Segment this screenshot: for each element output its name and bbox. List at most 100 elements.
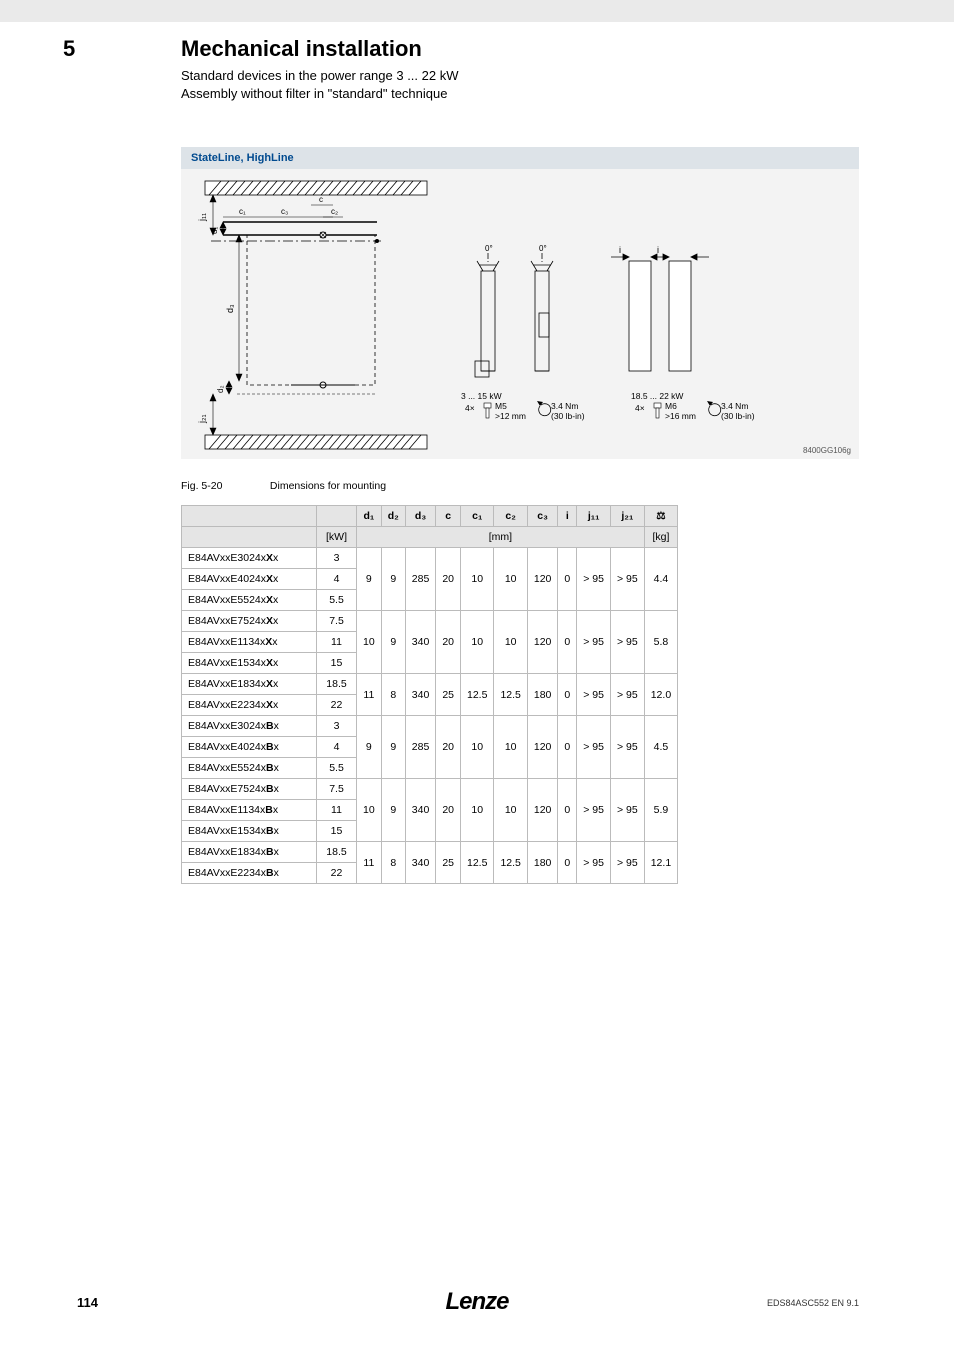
svg-text:3 ... 15 kW: 3 ... 15 kW xyxy=(461,391,502,401)
model-cell: E84AVxxE7524xBx xyxy=(182,779,317,800)
kw-cell: 4 xyxy=(317,569,357,590)
model-cell: E84AVxxE7524xXx xyxy=(182,611,317,632)
figure-caption-text: Dimensions for mounting xyxy=(270,480,386,492)
value-cell: > 95 xyxy=(610,611,644,674)
value-cell: 8 xyxy=(381,842,405,884)
col-header: d₁ xyxy=(357,506,382,527)
col-header: c xyxy=(436,506,461,527)
model-cell: E84AVxxE3024xBx xyxy=(182,716,317,737)
value-cell: 12.5 xyxy=(494,842,527,884)
value-cell: 9 xyxy=(381,611,405,674)
value-cell: 120 xyxy=(527,611,558,674)
diagram-container: StateLine, HighLine xyxy=(181,147,859,459)
value-cell: > 95 xyxy=(577,548,611,611)
col-header: c₁ xyxy=(461,506,494,527)
value-cell: 10 xyxy=(494,779,527,842)
svg-text:3.4 Nm: 3.4 Nm xyxy=(721,401,748,411)
model-cell: E84AVxxE5524xBx xyxy=(182,758,317,779)
value-cell: 20 xyxy=(436,716,461,779)
svg-text:d₂: d₂ xyxy=(216,385,225,393)
svg-text:i: i xyxy=(657,245,659,255)
kw-cell: 4 xyxy=(317,737,357,758)
value-cell: > 95 xyxy=(577,611,611,674)
col-header: ⚖ xyxy=(644,506,677,527)
model-cell: E84AVxxE1534xXx xyxy=(182,653,317,674)
model-cell: E84AVxxE4024xBx xyxy=(182,737,317,758)
svg-text:d₃: d₃ xyxy=(225,304,235,313)
kw-cell: 5.5 xyxy=(317,590,357,611)
value-cell: 4.4 xyxy=(644,548,677,611)
value-cell: 180 xyxy=(527,842,558,884)
kw-cell: 3 xyxy=(317,548,357,569)
svg-text:>12 mm: >12 mm xyxy=(495,411,526,421)
value-cell: 5.8 xyxy=(644,611,677,674)
col-header: j₁₁ xyxy=(577,506,611,527)
kw-cell: 7.5 xyxy=(317,611,357,632)
value-cell: 9 xyxy=(357,548,382,611)
kw-cell: 15 xyxy=(317,821,357,842)
svg-text:(30 lb-in): (30 lb-in) xyxy=(551,411,585,421)
col-header: j₂₁ xyxy=(610,506,644,527)
model-cell: E84AVxxE1134xBx xyxy=(182,800,317,821)
model-cell: E84AVxxE2234xBx xyxy=(182,863,317,884)
value-cell: 10 xyxy=(461,548,494,611)
svg-text:i: i xyxy=(619,245,621,255)
col-header: d₂ xyxy=(381,506,405,527)
svg-text:3.4 Nm: 3.4 Nm xyxy=(551,401,578,411)
subtitle-line-2: Assembly without filter in "standard" te… xyxy=(181,86,447,101)
kw-cell: 3 xyxy=(317,716,357,737)
value-cell: 12.1 xyxy=(644,842,677,884)
svg-text:4×: 4× xyxy=(465,403,475,413)
value-cell: 11 xyxy=(357,674,382,716)
mounting-drawing-left: j₁₁ j₂₁ d₁ d₂ xyxy=(191,179,441,451)
kw-cell: 11 xyxy=(317,632,357,653)
svg-text:c₂: c₂ xyxy=(331,207,338,216)
subtitle-line-1: Standard devices in the power range 3 ..… xyxy=(181,68,459,83)
col-header: c₃ xyxy=(527,506,558,527)
value-cell: 340 xyxy=(405,674,436,716)
value-cell: > 95 xyxy=(577,674,611,716)
value-cell: 11 xyxy=(357,842,382,884)
model-cell: E84AVxxE1834xXx xyxy=(182,674,317,695)
value-cell: 12.5 xyxy=(461,674,494,716)
value-cell: 9 xyxy=(381,548,405,611)
value-cell: 10 xyxy=(357,611,382,674)
value-cell: > 95 xyxy=(610,716,644,779)
value-cell: 5.9 xyxy=(644,779,677,842)
figure-caption: Fig. 5-20 Dimensions for mounting xyxy=(181,480,386,492)
brand-logo: Lenze xyxy=(445,1288,508,1316)
value-cell: 285 xyxy=(405,548,436,611)
value-cell: 10 xyxy=(461,611,494,674)
model-cell: E84AVxxE2234xXx xyxy=(182,695,317,716)
value-cell: 20 xyxy=(436,611,461,674)
col-header xyxy=(317,506,357,527)
col-header: c₂ xyxy=(494,506,527,527)
model-cell: E84AVxxE3024xXx xyxy=(182,548,317,569)
value-cell: 0 xyxy=(558,674,577,716)
value-cell: 10 xyxy=(494,611,527,674)
svg-text:M6: M6 xyxy=(665,401,677,411)
value-cell: 10 xyxy=(461,716,494,779)
value-cell: > 95 xyxy=(610,842,644,884)
svg-text:j₁₁: j₁₁ xyxy=(197,213,207,222)
col-header xyxy=(182,506,317,527)
svg-text:c₃: c₃ xyxy=(281,207,288,216)
value-cell: 0 xyxy=(558,611,577,674)
kw-cell: 7.5 xyxy=(317,779,357,800)
value-cell: > 95 xyxy=(577,716,611,779)
svg-text:d₁: d₁ xyxy=(210,227,219,234)
svg-text:>16 mm: >16 mm xyxy=(665,411,696,421)
table-row: E84AVxxE1834xBx18.51183402512.512.51800>… xyxy=(182,842,678,863)
kw-cell: 18.5 xyxy=(317,674,357,695)
svg-text:M5: M5 xyxy=(495,401,507,411)
value-cell: > 95 xyxy=(577,842,611,884)
document-reference: EDS84ASC552 EN 9.1 xyxy=(767,1298,859,1308)
value-cell: 20 xyxy=(436,779,461,842)
value-cell: > 95 xyxy=(610,674,644,716)
value-cell: 340 xyxy=(405,611,436,674)
unit-cell: [mm] xyxy=(357,527,645,548)
model-cell: E84AVxxE4024xXx xyxy=(182,569,317,590)
unit-cell: [kg] xyxy=(644,527,677,548)
value-cell: 0 xyxy=(558,548,577,611)
table-row: E84AVxxE3024xXx3992852010101200> 95> 954… xyxy=(182,548,678,569)
